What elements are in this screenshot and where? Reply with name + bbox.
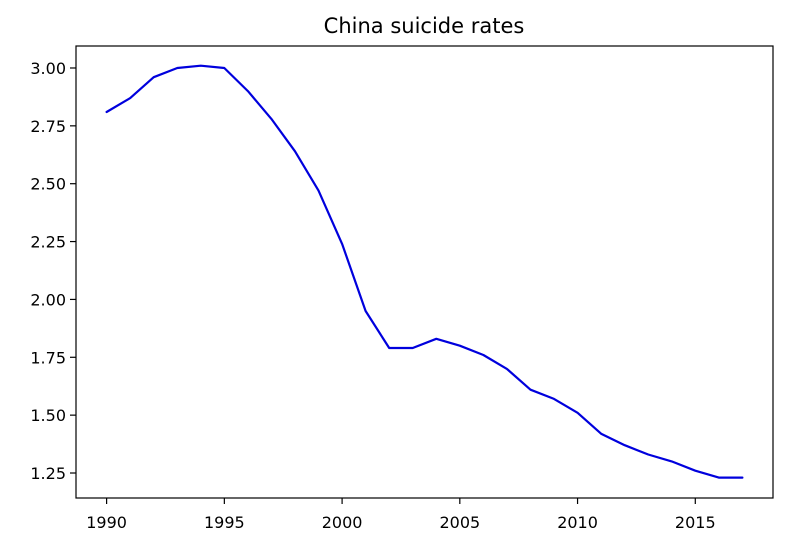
x-axis: 1990 1995 2000 2005 2010 2015	[86, 498, 716, 532]
y-tick-label: 1.75	[30, 348, 66, 367]
y-tick-label: 2.75	[30, 117, 66, 136]
y-tick-label: 1.25	[30, 464, 66, 483]
y-tick-label: 2.00	[30, 290, 66, 309]
x-tick-label: 1990	[86, 513, 127, 532]
x-tick-label: 2000	[322, 513, 363, 532]
x-tick-label: 2005	[439, 513, 480, 532]
x-tick-label: 2015	[675, 513, 716, 532]
y-tick-label: 2.25	[30, 233, 66, 252]
y-tick-label: 2.50	[30, 175, 66, 194]
y-tick-label: 3.00	[30, 59, 66, 78]
series-layer	[105, 64, 744, 479]
y-axis: 1.25 1.50 1.75 2.00 2.25 2.50 2.75 3.00	[30, 59, 76, 483]
y-tick-label: 1.50	[30, 406, 66, 425]
chart-title: China suicide rates	[324, 14, 525, 38]
x-tick-label: 1995	[204, 513, 245, 532]
series-line-0	[105, 64, 744, 479]
x-tick-label: 2010	[557, 513, 598, 532]
plot-frame	[75, 45, 774, 499]
